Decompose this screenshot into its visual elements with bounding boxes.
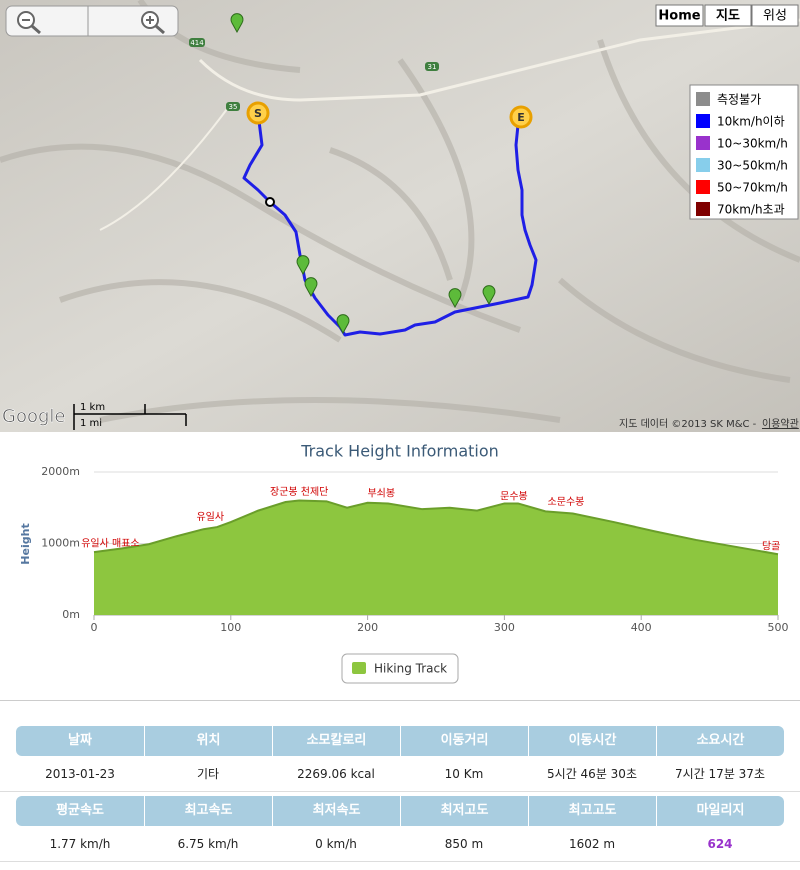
value-cell: 0 km/h	[315, 837, 357, 851]
y-tick-label: 1000m	[41, 537, 80, 550]
scale-bar	[73, 404, 187, 430]
road-shields: 414 35 31	[189, 38, 439, 111]
area-outline	[93, 499, 779, 556]
legend-swatch	[696, 202, 710, 216]
value-cell: 10 Km	[444, 767, 484, 781]
legend-swatch	[696, 114, 710, 128]
header-cell: 평균속도	[56, 803, 104, 818]
annotation: 유일사	[196, 511, 224, 523]
legend-label: 10km/h이하	[717, 115, 785, 129]
header-cell: 날짜	[68, 733, 92, 748]
road-shield: 35	[229, 103, 238, 111]
x-tick-label: 100	[220, 621, 241, 634]
map-button[interactable]	[751, 4, 799, 27]
annotation: 장군봉 천제단	[270, 486, 328, 498]
map[interactable]: S E 414 35 31 Home 지도 위성 측정불가 10km/h이하 10~30…	[0, 0, 800, 432]
value-cell: 7시간 17분 37초	[675, 767, 765, 781]
scale-mi: 1 mi	[80, 418, 102, 429]
height-chart: Track Height Information Height 0m 1000m 2…	[19, 442, 789, 684]
stats-table: 날짜 위치 소모칼로리 이동거리 이동시간 소요시간 2013-01-23 기타 2269.06…	[0, 700, 800, 870]
legend-label: 70km/h초과	[717, 203, 785, 217]
header-cell: 소모칼로리	[272, 726, 400, 756]
y-tick-label: 0m	[62, 608, 80, 621]
legend-swatch	[696, 180, 710, 194]
header-cell: 소요시간	[656, 726, 784, 756]
value-cell: 2269.06 kcal	[297, 767, 375, 781]
terms-link[interactable]: 이용약관	[762, 418, 799, 430]
y-axis-label: Height	[19, 523, 32, 564]
legend-label: 50~70km/h	[717, 181, 788, 195]
annotation: 문수봉	[500, 490, 528, 502]
header-cell: 마일리지	[656, 796, 784, 826]
annotation: 당골	[762, 540, 780, 552]
annotation: 부쇠봉	[367, 487, 395, 499]
start-marker[interactable]	[246, 101, 270, 125]
legend-label: 측정불가	[717, 93, 761, 107]
x-tick-label: 200	[357, 621, 378, 634]
legend-label: 30~50km/h	[717, 159, 788, 173]
value-cell: 624	[707, 837, 733, 851]
attribution: 지도 데이터 ©2013 SK M&C -	[619, 418, 757, 430]
annotation: 유일사 매표소	[81, 538, 139, 550]
legend-swatch	[696, 158, 710, 172]
legend-box[interactable]	[341, 653, 459, 684]
header-cell: 위치	[144, 726, 272, 756]
road	[198, 18, 800, 102]
pins[interactable]	[230, 13, 496, 335]
map-button-label[interactable]: Home	[658, 9, 700, 24]
scale-km: 1 km	[80, 402, 105, 413]
logo[interactable]: Google	[2, 406, 66, 428]
header-cell: 최저고도	[400, 796, 528, 826]
x-tick-label: 300	[494, 621, 515, 634]
header-cell: 최고속도	[144, 796, 272, 826]
value-cell: 기타	[196, 767, 220, 781]
x-tick-label: 400	[631, 621, 652, 634]
map-button-label[interactable]: 위성	[763, 9, 787, 24]
value-cell: 2013-01-23	[45, 767, 115, 781]
header-cell: 최고고도	[528, 796, 656, 826]
road	[99, 104, 231, 231]
legend-label[interactable]: Hiking Track	[374, 662, 447, 676]
legend-swatch	[696, 136, 710, 150]
row-rule	[0, 791, 800, 792]
legend-label: 10~30km/h	[717, 137, 788, 151]
map-button[interactable]	[655, 4, 704, 27]
area	[94, 500, 778, 615]
header-cell: 이동시간	[528, 726, 656, 756]
legend-swatch	[696, 92, 710, 106]
waypoint	[265, 197, 275, 207]
start-label: S	[254, 107, 262, 120]
row-rule	[0, 861, 800, 862]
header-cell: 이동거리	[400, 726, 528, 756]
value-cell: 1.77 km/h	[49, 837, 111, 851]
zoom-control[interactable]	[5, 5, 179, 37]
terrain	[0, 0, 800, 432]
x-tick-label: 0	[91, 621, 98, 634]
value-cell: 5시간 46분 30초	[547, 767, 637, 781]
value-cell: 850 m	[444, 837, 484, 851]
speed-legend	[689, 84, 799, 220]
value-cell: 1602 m	[568, 837, 616, 851]
value-cell: 6.75 km/h	[177, 837, 239, 851]
map-button-label[interactable]: 지도	[716, 9, 740, 24]
end-marker[interactable]	[509, 105, 533, 129]
header-cell: 최저속도	[272, 796, 400, 826]
x-tick-label: 500	[768, 621, 789, 634]
legend-swatch[interactable]	[352, 662, 366, 674]
annotation: 소문수봉	[548, 496, 585, 508]
road-shield: 31	[428, 63, 437, 71]
map-button[interactable]	[704, 4, 752, 27]
chart-title: Track Height Information	[300, 442, 499, 461]
end-label: E	[517, 111, 525, 124]
road-shield: 414	[190, 39, 204, 47]
y-tick-label: 2000m	[41, 465, 80, 478]
